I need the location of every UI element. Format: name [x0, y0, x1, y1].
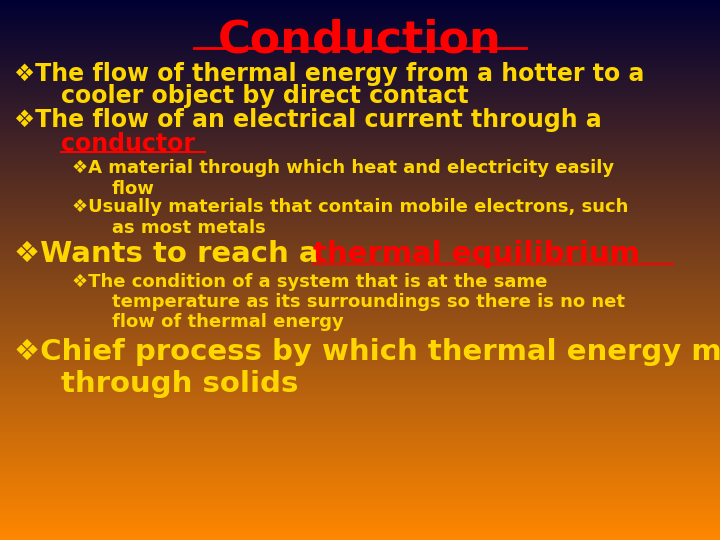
Text: ❖Chief process by which thermal energy moves: ❖Chief process by which thermal energy m…: [14, 338, 720, 366]
Text: temperature as its surroundings so there is no net: temperature as its surroundings so there…: [112, 293, 625, 310]
Text: cooler object by direct contact: cooler object by direct contact: [61, 84, 469, 107]
Text: ❖The flow of an electrical current through a: ❖The flow of an electrical current throu…: [14, 108, 602, 132]
Text: ❖Usually materials that contain mobile electrons, such: ❖Usually materials that contain mobile e…: [72, 198, 629, 216]
Text: ❖The flow of thermal energy from a hotter to a: ❖The flow of thermal energy from a hotte…: [14, 62, 645, 86]
Text: through solids: through solids: [61, 370, 299, 398]
Text: flow of thermal energy: flow of thermal energy: [112, 313, 343, 331]
Text: conductor: conductor: [61, 132, 195, 156]
Text: ❖A material through which heat and electricity easily: ❖A material through which heat and elect…: [72, 159, 614, 177]
Text: ❖Wants to reach a: ❖Wants to reach a: [14, 240, 329, 268]
Text: thermal equilibrium: thermal equilibrium: [313, 240, 640, 268]
Text: ❖The condition of a system that is at the same: ❖The condition of a system that is at th…: [72, 273, 547, 291]
Text: as most metals: as most metals: [112, 219, 266, 237]
Text: Conduction: Conduction: [218, 19, 502, 62]
Text: flow: flow: [112, 180, 155, 198]
